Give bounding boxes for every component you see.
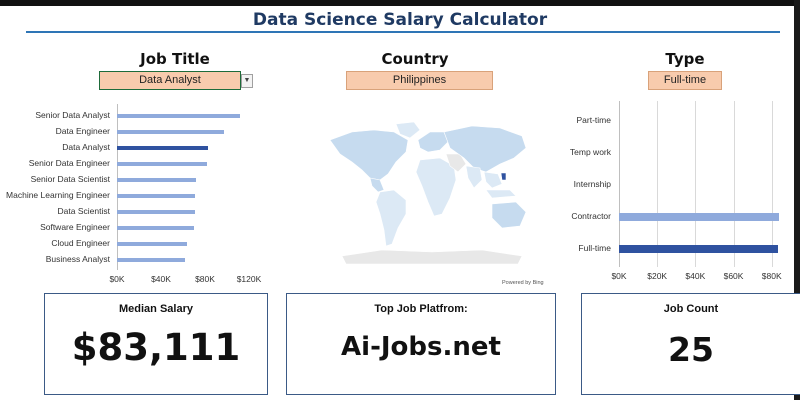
job-title-label: Job Title [140, 50, 210, 68]
category-label-senior-data-engineer: Senior Data Engineer [28, 158, 110, 168]
page-title: Data Science Salary Calculator [252, 10, 548, 30]
tick-label: $20K [647, 271, 668, 281]
category-label-machine-learning-engineer: Machine Learning Engineer [6, 190, 110, 200]
job-title-select[interactable]: Data Analyst [99, 71, 241, 90]
tick-label: $80K [761, 271, 782, 281]
type-select[interactable]: Full-time [648, 71, 722, 90]
job-count-card: Job Count 25 [581, 293, 800, 395]
y-axis-line [117, 104, 118, 270]
bar-data-engineer[interactable] [117, 130, 224, 134]
tick-label: $80K [195, 274, 215, 284]
bar-machine-learning-engineer[interactable] [117, 194, 196, 198]
map-north-america [329, 129, 409, 181]
map-asia [443, 125, 527, 173]
map-europe [417, 131, 449, 153]
chevron-down-icon[interactable]: ▼ [241, 74, 253, 88]
tick-label: $60K [723, 271, 744, 281]
world-map[interactable] [322, 118, 534, 268]
category-label-business-analyst: Business Analyst [45, 254, 110, 264]
category-label-full-time: Full-time [578, 243, 611, 253]
category-label-part-time: Part-time [576, 115, 611, 125]
category-label-senior-data-analyst: Senior Data Analyst [35, 110, 110, 120]
map-indonesia [485, 189, 517, 199]
window-right-edge [794, 0, 800, 400]
bar-cloud-engineer[interactable] [117, 242, 188, 246]
tick-label: $40K [685, 271, 706, 281]
job-count-value: 25 [668, 330, 714, 369]
job-count-title: Job Count [663, 303, 719, 315]
tick-label: $0K [109, 274, 125, 284]
map-philippines [500, 172, 507, 181]
bar-contractor[interactable] [619, 213, 780, 221]
bar-senior-data-engineer[interactable] [117, 162, 208, 166]
tick-label: $40K [151, 274, 171, 284]
bar-senior-data-scientist[interactable] [117, 178, 197, 182]
tick-label: $0K [611, 271, 627, 281]
bar-full-time[interactable] [619, 245, 778, 253]
top-platform-card: Top Job Platfrom: Ai-Jobs.net [286, 293, 556, 395]
top-platform-value: Ai-Jobs.net [341, 332, 501, 362]
category-label-temp-work: Temp work [569, 147, 611, 157]
map-greenland [395, 121, 421, 139]
map-australia [491, 201, 527, 229]
map-credit: Powered by Bing [502, 280, 544, 286]
country-label: Country [381, 50, 449, 68]
grid-line [657, 101, 659, 267]
category-label-data-engineer: Data Engineer [55, 126, 110, 136]
country-select[interactable]: Philippines [346, 71, 493, 90]
category-label-contractor: Contractor [571, 211, 611, 221]
bar-senior-data-analyst[interactable] [117, 114, 241, 118]
category-label-senior-data-scientist: Senior Data Scientist [30, 174, 110, 184]
bar-software-engineer[interactable] [117, 226, 194, 230]
category-label-software-engineer: Software Engineer [40, 222, 110, 232]
median-salary-value: $83,111 [71, 326, 241, 369]
map-central-america [369, 177, 385, 193]
median-salary-card: Median Salary $83,111 [44, 293, 268, 395]
job-title-salary-chart: $0K $40K $80K $120K Senior Data Analyst Data … [0, 100, 290, 290]
map-antarctica [341, 249, 523, 265]
map-africa [415, 157, 457, 217]
map-south-america [375, 189, 407, 247]
y-axis-line [619, 101, 620, 267]
type-label: Type [665, 50, 705, 68]
map-south-asia [465, 165, 483, 189]
grid-line [771, 101, 773, 267]
job-type-salary-chart: $0K $20K $40K $60K $80K Part-time Temp work Int… [560, 100, 790, 290]
title-divider [26, 31, 780, 33]
category-label-data-analyst: Data Analyst [62, 142, 110, 152]
category-label-internship: Internship [573, 179, 611, 189]
tick-label: $120K [236, 274, 262, 284]
bar-business-analyst[interactable] [117, 258, 186, 262]
median-salary-title: Median Salary [119, 303, 193, 315]
grid-line [695, 101, 697, 267]
category-label-data-scientist: Data Scientist [57, 206, 110, 216]
map-southeast-asia [483, 171, 503, 189]
bar-data-analyst[interactable] [117, 146, 209, 150]
grid-line [733, 101, 735, 267]
map-middle-east [445, 153, 467, 173]
top-platform-title: Top Job Platfrom: [374, 303, 468, 315]
window-top-bar [0, 0, 800, 6]
bar-data-scientist[interactable] [117, 210, 196, 214]
category-label-cloud-engineer: Cloud Engineer [51, 238, 110, 248]
